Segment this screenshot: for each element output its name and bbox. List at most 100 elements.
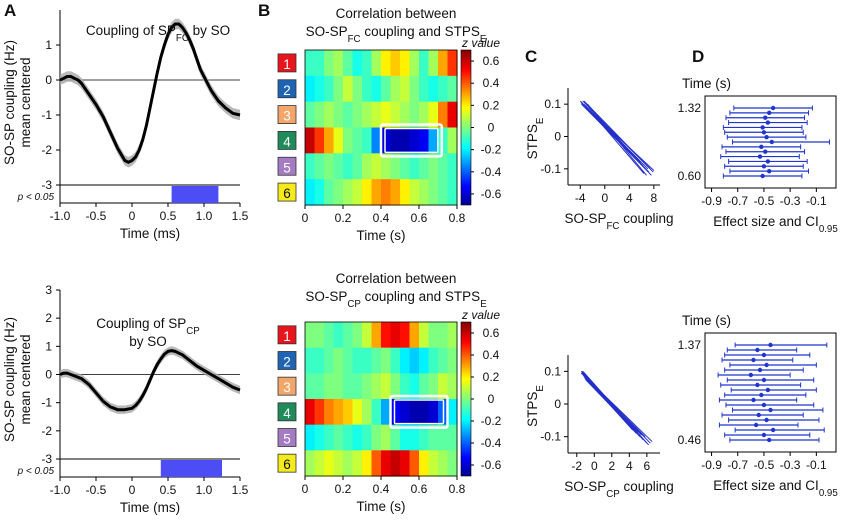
- effect-point: [761, 432, 767, 438]
- heatmap-cell: [419, 373, 430, 400]
- heatmap-cell: [419, 347, 430, 374]
- heatmap-cell: [438, 75, 449, 103]
- effect-point: [770, 427, 776, 433]
- y-axis-label-line: mean centered: [18, 334, 33, 424]
- heatmap-cell: [400, 127, 411, 154]
- significance-bar: [160, 460, 222, 477]
- heatmap-cell: [390, 127, 401, 154]
- heatmap-cell: [390, 347, 401, 374]
- chart-title-line-2-sub: E: [480, 299, 487, 310]
- row-label: 2: [283, 83, 291, 98]
- y-tick-label: -1: [41, 396, 52, 410]
- heatmap-cell: [362, 322, 373, 349]
- row-label-box: [277, 325, 297, 345]
- effect-point: [759, 392, 764, 398]
- heatmap-cell: [400, 75, 411, 103]
- heatmap-cell: [343, 101, 354, 129]
- heatmap-cell: [362, 347, 373, 374]
- row-label-box: [277, 428, 297, 447]
- heatmap-cell: [305, 322, 316, 349]
- x-tick-label: 0.8: [449, 482, 466, 496]
- heatmap-cell: [419, 322, 430, 349]
- y-axis-label-line: SO-SP coupling (Hz): [2, 317, 17, 442]
- x-tick-label: 6: [644, 459, 651, 473]
- colorbar-tick-label: 0.6: [483, 326, 500, 340]
- effect-point: [753, 422, 759, 428]
- x-axis-label-sub: CP: [606, 489, 620, 500]
- y-tick-label: 0: [554, 130, 561, 144]
- panel-d-top-forest: Time (s) 1.32 0.60 -0.9 -0.7 -0.5 -0.3 -0.1 Effe…: [678, 76, 838, 235]
- x-axis-label: Time (s): [357, 228, 406, 243]
- effect-point: [764, 362, 769, 368]
- chart-title-line-2-part: SO-SP: [306, 24, 348, 39]
- effect-point: [768, 342, 773, 348]
- heatmap-cell: [324, 424, 335, 451]
- heatmap-cell: [324, 450, 335, 477]
- x-tick-label: 0.6: [411, 211, 428, 225]
- heatmap-cell: [314, 127, 325, 154]
- heatmap-cell: [343, 50, 354, 77]
- y-axis-label-line: mean centered: [18, 57, 33, 147]
- heatmap-cell: [333, 153, 344, 180]
- effect-point: [755, 382, 760, 388]
- x-tick-label: -0.9: [701, 194, 722, 208]
- colorbar-tick-label: 0.6: [483, 54, 500, 68]
- heatmap-cell: [352, 322, 363, 349]
- heatmap-cell: [333, 127, 344, 154]
- highlight-box-inner: [384, 127, 439, 154]
- colorbar-tick-label: 0.4: [483, 76, 500, 90]
- p-value-label: p < 0.05: [17, 192, 55, 203]
- x-tick-label: 0.5: [160, 483, 177, 497]
- heatmap-cell: [362, 153, 373, 180]
- fit-line: [585, 105, 645, 175]
- heatmap-cell: [390, 322, 401, 349]
- effect-point: [756, 412, 761, 418]
- chart-title-line-2-sub: E: [480, 34, 487, 45]
- colorbar-title: z value: [461, 36, 500, 50]
- heatmap-cell: [390, 153, 401, 180]
- row-label-box: [277, 156, 297, 176]
- x-tick-label: 1.0: [196, 483, 213, 497]
- heatmap-cell: [371, 101, 382, 129]
- heatmap-cell: [333, 179, 344, 206]
- heatmap-cell: [447, 153, 458, 180]
- heatmap-cell: [390, 399, 401, 426]
- row-label-box: [277, 53, 297, 73]
- heatmap-cell: [352, 50, 363, 77]
- y-tick-label: 0.1: [544, 364, 561, 378]
- heatmap-cell: [352, 373, 363, 400]
- heatmap-cell: [400, 347, 411, 374]
- heatmap-cell: [305, 347, 316, 374]
- panel-letter-a: A: [4, 1, 16, 20]
- effect-point: [748, 372, 754, 378]
- effect-point: [757, 367, 763, 373]
- heatmap-cell: [419, 424, 430, 451]
- y-tick-label: 3: [45, 283, 52, 297]
- row-label: 6: [283, 457, 291, 472]
- heatmap-cell: [324, 373, 335, 400]
- chart-title-sub: CP: [186, 326, 200, 337]
- panel-a-bottom-chart: 3 2 1 0 -1 -2 -3p < 0.05 -1.0 -0.5 0 0.5 1.0 1.5 Time…: [2, 283, 249, 515]
- y-tick-label: -0.1: [540, 162, 561, 176]
- x-tick-label: 0.8: [449, 211, 466, 225]
- heatmap-cell: [371, 373, 382, 400]
- chart-title-part: Correlation between: [336, 271, 457, 286]
- heatmap-cell: [390, 424, 401, 451]
- heatmap-cell: [362, 179, 373, 206]
- y-axis-label-line: SO-SP coupling (Hz): [2, 40, 17, 165]
- heatmap-cell: [400, 424, 411, 451]
- heatmap-cell: [428, 50, 439, 77]
- effect-point: [759, 144, 764, 150]
- chart-title-line-2-part: coupling and STPS: [361, 24, 480, 39]
- effect-point: [766, 110, 772, 116]
- chart-title-line-2-sub: CP: [347, 299, 361, 310]
- effect-point: [765, 120, 771, 125]
- heatmap-cell: [381, 50, 392, 77]
- heatmap-cell: [400, 153, 411, 180]
- effect-point: [763, 149, 768, 154]
- effect-point: [770, 105, 776, 111]
- heatmap-cell: [438, 179, 449, 206]
- heatmap-cell: [409, 322, 420, 349]
- x-tick-label: -0.3: [780, 458, 801, 472]
- y-tick-label: 0.60: [678, 169, 702, 183]
